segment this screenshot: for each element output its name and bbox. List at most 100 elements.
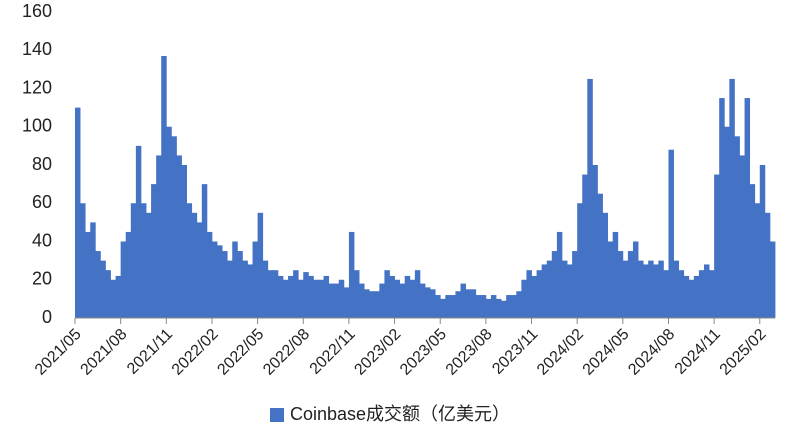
bar bbox=[181, 165, 187, 318]
bar bbox=[607, 241, 614, 318]
x-tick-label: 2022/11 bbox=[307, 326, 359, 378]
bar bbox=[480, 295, 487, 318]
legend-swatch bbox=[270, 408, 284, 422]
y-tick-label: 60 bbox=[32, 192, 52, 212]
bar bbox=[100, 260, 106, 318]
bar bbox=[470, 289, 477, 318]
bar bbox=[277, 275, 284, 318]
bar bbox=[232, 241, 238, 318]
bar bbox=[673, 260, 680, 318]
bar bbox=[399, 283, 406, 318]
bar bbox=[714, 174, 720, 318]
bar bbox=[217, 245, 223, 318]
bar bbox=[627, 251, 634, 318]
bar bbox=[414, 270, 421, 318]
bar bbox=[323, 275, 330, 318]
y-tick-label: 20 bbox=[32, 269, 52, 289]
y-tick-label: 160 bbox=[22, 1, 52, 21]
bar bbox=[435, 295, 441, 318]
bar bbox=[759, 165, 766, 318]
bar bbox=[455, 291, 461, 318]
bar bbox=[663, 270, 669, 318]
y-tick-label: 40 bbox=[32, 230, 52, 250]
bar bbox=[546, 260, 553, 318]
y-tick-label: 100 bbox=[22, 116, 52, 136]
bar bbox=[683, 275, 690, 318]
bar bbox=[237, 251, 243, 318]
bar bbox=[90, 222, 96, 318]
bar bbox=[754, 203, 761, 318]
bar bbox=[151, 184, 157, 318]
bar bbox=[353, 270, 360, 318]
x-tick-label: 2024/11 bbox=[672, 326, 724, 378]
x-tick-label: 2021/11 bbox=[124, 326, 176, 378]
bar bbox=[161, 55, 167, 319]
y-tick-label: 120 bbox=[22, 77, 52, 97]
bar bbox=[577, 203, 583, 318]
bar bbox=[348, 231, 355, 318]
bar bbox=[308, 275, 314, 318]
bar bbox=[140, 203, 147, 318]
bar bbox=[267, 270, 274, 318]
bar bbox=[313, 279, 319, 318]
bar bbox=[511, 295, 517, 318]
y-tick-label: 140 bbox=[22, 39, 52, 59]
bar bbox=[506, 295, 512, 318]
bar bbox=[653, 264, 659, 318]
x-tick-label: 2023/08 bbox=[443, 326, 496, 379]
bar bbox=[282, 279, 289, 318]
bar bbox=[582, 174, 588, 318]
bar bbox=[328, 283, 335, 318]
bar bbox=[384, 270, 390, 318]
bar bbox=[450, 295, 456, 318]
bar bbox=[632, 241, 639, 318]
bar bbox=[293, 270, 299, 318]
bar bbox=[561, 260, 568, 318]
bar bbox=[191, 212, 198, 318]
bar bbox=[587, 78, 593, 318]
bar bbox=[425, 287, 431, 318]
bar bbox=[247, 264, 253, 318]
x-tick-label: 2024/08 bbox=[625, 326, 678, 379]
bar bbox=[120, 241, 127, 318]
bar bbox=[374, 291, 380, 318]
bar bbox=[612, 231, 619, 318]
bar bbox=[186, 203, 193, 318]
bar bbox=[521, 279, 527, 318]
bar bbox=[703, 264, 710, 318]
bar bbox=[115, 275, 122, 318]
bar bbox=[211, 241, 218, 318]
bar bbox=[303, 272, 309, 318]
bar bbox=[298, 279, 304, 318]
bar bbox=[338, 279, 345, 318]
bar bbox=[749, 184, 756, 318]
bar bbox=[572, 251, 578, 318]
bar bbox=[698, 270, 705, 318]
bar bbox=[688, 279, 695, 318]
bar bbox=[343, 287, 350, 318]
bar bbox=[85, 231, 91, 318]
bar bbox=[658, 260, 664, 318]
bar bbox=[176, 155, 182, 318]
bar bbox=[739, 155, 745, 318]
bar bbox=[257, 212, 264, 318]
bar bbox=[166, 126, 172, 318]
bar bbox=[729, 78, 735, 318]
bar bbox=[156, 155, 162, 318]
bar bbox=[75, 107, 81, 318]
bar bbox=[227, 260, 233, 318]
bar bbox=[526, 270, 532, 318]
bar bbox=[445, 295, 451, 318]
bar bbox=[501, 300, 507, 318]
bar bbox=[242, 260, 248, 318]
bar bbox=[460, 283, 466, 318]
bar bbox=[648, 260, 654, 318]
bar bbox=[693, 275, 700, 318]
y-tick-label: 0 bbox=[42, 307, 52, 327]
bar bbox=[490, 295, 497, 318]
x-tick-label: 2022/05 bbox=[214, 326, 267, 379]
x-tick-label: 2021/05 bbox=[32, 326, 85, 379]
bar bbox=[541, 264, 548, 318]
x-tick-label: 2024/05 bbox=[580, 326, 633, 379]
bar bbox=[440, 298, 446, 318]
